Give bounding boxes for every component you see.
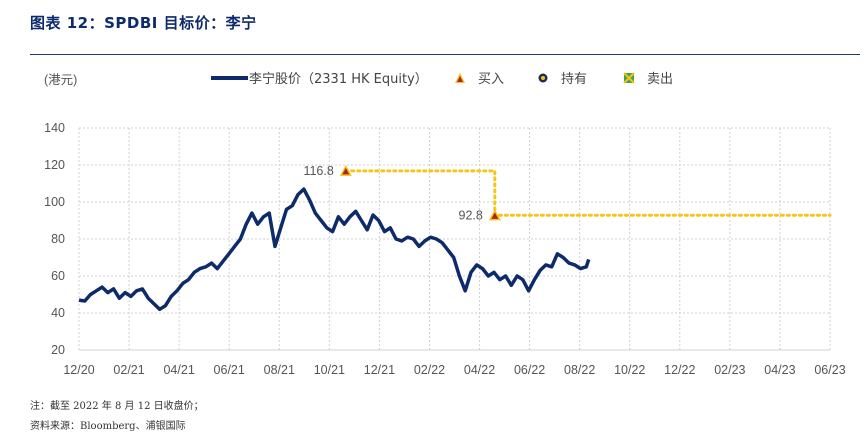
x-tick-label: 08/21 bbox=[264, 363, 295, 377]
x-tick-label: 06/22 bbox=[514, 363, 545, 377]
legend-buy-label: 买入 bbox=[478, 72, 504, 87]
y-tick-label: 100 bbox=[44, 195, 65, 209]
x-tick-label: 02/21 bbox=[113, 363, 144, 377]
legend: 李宁股价（2331 HK Equity） 买入 持有 卖出 bbox=[211, 71, 673, 87]
x-tick-label: 10/21 bbox=[314, 363, 345, 377]
y-tick-label: 140 bbox=[44, 121, 65, 135]
grid bbox=[78, 127, 831, 351]
x-tick-label: 12/20 bbox=[63, 363, 94, 377]
x-tick-label: 04/23 bbox=[764, 363, 795, 377]
y-unit-label: (港元) bbox=[44, 73, 77, 87]
target-price-layer bbox=[344, 169, 832, 217]
target-price-line bbox=[344, 169, 832, 217]
x-tick-label: 12/22 bbox=[664, 363, 695, 377]
price-series-line bbox=[78, 187, 591, 312]
axes: 20 40 60 80 100 120 140 12/20 02/21 04/21 06/21 08/… bbox=[44, 121, 846, 377]
y-tick-label: 120 bbox=[44, 158, 65, 172]
legend-sell-label: 卖出 bbox=[647, 72, 673, 87]
target-price-label: 116.8 bbox=[303, 164, 333, 178]
source-note: 资料来源：Bloomberg、浦银国际 bbox=[30, 421, 186, 432]
price-series-layer bbox=[78, 187, 591, 312]
x-tick-label: 10/22 bbox=[614, 363, 645, 377]
title-divider bbox=[30, 54, 860, 55]
x-tick-label: 06/23 bbox=[814, 363, 845, 377]
chart-title: 图表 12：SPDBI 目标价：李宁 bbox=[30, 14, 257, 32]
x-tick-label: 02/23 bbox=[714, 363, 745, 377]
x-tick-label: 02/22 bbox=[414, 363, 445, 377]
buy-marker bbox=[488, 209, 501, 221]
legend-sell-icon bbox=[623, 72, 635, 84]
x-tick-label: 04/21 bbox=[163, 363, 194, 377]
y-tick-label: 20 bbox=[51, 343, 65, 357]
x-tick-label: 06/21 bbox=[214, 363, 245, 377]
y-tick-label: 60 bbox=[51, 269, 65, 283]
legend-price-label: 李宁股价（2331 HK Equity） bbox=[249, 71, 428, 87]
target-price-label: 92.8 bbox=[459, 208, 483, 222]
rating-markers: 116.8 92.8 bbox=[303, 164, 501, 222]
buy-marker bbox=[339, 164, 352, 176]
legend-hold-label: 持有 bbox=[561, 72, 587, 87]
x-tick-label: 12/21 bbox=[364, 363, 395, 377]
legend-buy-icon bbox=[455, 73, 465, 83]
x-tick-label: 04/22 bbox=[464, 363, 495, 377]
price-chart: (港元) 李宁股价（2331 HK Equity） 买入 持有 卖出 20 40 6… bbox=[44, 71, 846, 377]
y-tick-label: 40 bbox=[51, 306, 65, 320]
y-tick-label: 80 bbox=[51, 232, 65, 246]
x-tick-label: 08/22 bbox=[564, 363, 595, 377]
footnote: 注：截至 2022 年 8 月 12 日收盘价； bbox=[30, 401, 204, 412]
legend-hold-icon bbox=[538, 73, 548, 83]
